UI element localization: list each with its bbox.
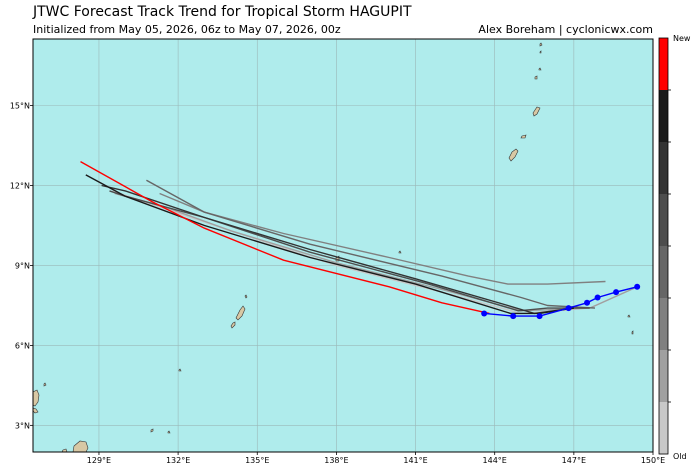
lat-tick-label: 9°N bbox=[15, 261, 30, 270]
forecast-track-line bbox=[109, 190, 590, 312]
land-atoll-4 bbox=[178, 368, 182, 372]
land-northern-marianas-3 bbox=[539, 42, 543, 47]
observed-track-line bbox=[484, 286, 638, 317]
observed-position-point bbox=[594, 294, 601, 301]
forecast-track-line bbox=[85, 174, 575, 315]
map-frame bbox=[32, 38, 654, 453]
colorbar-segment bbox=[659, 298, 668, 351]
forecast-track-line bbox=[80, 160, 490, 315]
landmasses bbox=[33, 42, 634, 452]
observed-position-point bbox=[536, 313, 543, 320]
ocean-area bbox=[33, 39, 653, 452]
land-atoll-5 bbox=[398, 250, 402, 254]
land-atoll-7 bbox=[631, 330, 634, 335]
colorbar-segment bbox=[659, 90, 668, 143]
land-philippines-mindanao bbox=[33, 389, 40, 407]
land-islet-sw bbox=[61, 448, 68, 452]
lon-tick-label: 147°E bbox=[562, 456, 586, 465]
land-palau-islet bbox=[230, 321, 236, 329]
colorbar-segment bbox=[659, 142, 668, 195]
forecast-track-line bbox=[146, 179, 596, 309]
observed-position-point bbox=[510, 313, 517, 320]
observed-position-point bbox=[634, 283, 641, 290]
lon-tick-label: 135°E bbox=[245, 456, 269, 465]
observed-position-point bbox=[481, 310, 488, 317]
lat-tick-label: 12°N bbox=[10, 182, 30, 191]
colorbar-segment bbox=[659, 350, 668, 403]
colorbar-old-label: Old bbox=[673, 452, 687, 461]
land-atoll-2 bbox=[150, 428, 154, 433]
land-rota bbox=[520, 134, 527, 139]
land-northern-marianas-1 bbox=[534, 75, 538, 80]
colorbar-segment bbox=[659, 38, 668, 91]
land-atoll-6 bbox=[627, 314, 631, 318]
forecast-track-line bbox=[101, 184, 574, 315]
lon-tick-label: 132°E bbox=[166, 456, 190, 465]
chart-subtitle: Initialized from May 05, 2026, 06z to Ma… bbox=[33, 23, 341, 36]
land-atoll-1 bbox=[43, 382, 47, 387]
colorbar-segment bbox=[659, 194, 668, 247]
colorbar-new-label: New bbox=[673, 34, 691, 43]
land-northern-marianas-2 bbox=[538, 67, 542, 71]
land-tinian bbox=[532, 106, 541, 117]
observed-position-point bbox=[565, 305, 572, 312]
land-palau bbox=[235, 305, 246, 321]
colorbar bbox=[658, 37, 671, 455]
lon-tick-label: 129°E bbox=[87, 456, 111, 465]
forecast-tracks bbox=[80, 160, 638, 315]
land-guam bbox=[508, 148, 519, 162]
latitude-axis: 3°N 6°N 9°N 12°N 15°N bbox=[10, 102, 33, 430]
colorbar-segment bbox=[659, 402, 668, 455]
observed-position-point bbox=[584, 299, 591, 306]
land-atoll-3 bbox=[167, 430, 171, 434]
land-philippines-small bbox=[33, 407, 39, 414]
land-palau-north bbox=[244, 294, 248, 299]
colorbar-frame bbox=[658, 37, 669, 455]
graticule bbox=[33, 39, 653, 452]
lat-tick-label: 15°N bbox=[10, 102, 30, 111]
lon-tick-label: 141°E bbox=[403, 456, 427, 465]
lon-tick-label: 144°E bbox=[483, 456, 507, 465]
lat-tick-label: 6°N bbox=[15, 341, 30, 350]
lon-tick-label: 138°E bbox=[324, 456, 348, 465]
colorbar-segment bbox=[659, 246, 668, 299]
chart-title: JTWC Forecast Track Trend for Tropical S… bbox=[33, 4, 412, 20]
lon-tick-label: 150°E bbox=[641, 456, 665, 465]
observed-position-point bbox=[613, 289, 620, 296]
chart-credit: Alex Boreham | cyclonicwx.com bbox=[478, 23, 653, 36]
observed-track bbox=[481, 283, 641, 320]
lat-tick-label: 3°N bbox=[15, 421, 30, 430]
longitude-axis: 129°E 132°E 135°E 138°E 141°E 144°E 147°E 150°E bbox=[87, 452, 665, 465]
land-halmahera bbox=[72, 440, 89, 452]
land-northern-marianas-4 bbox=[539, 50, 542, 54]
